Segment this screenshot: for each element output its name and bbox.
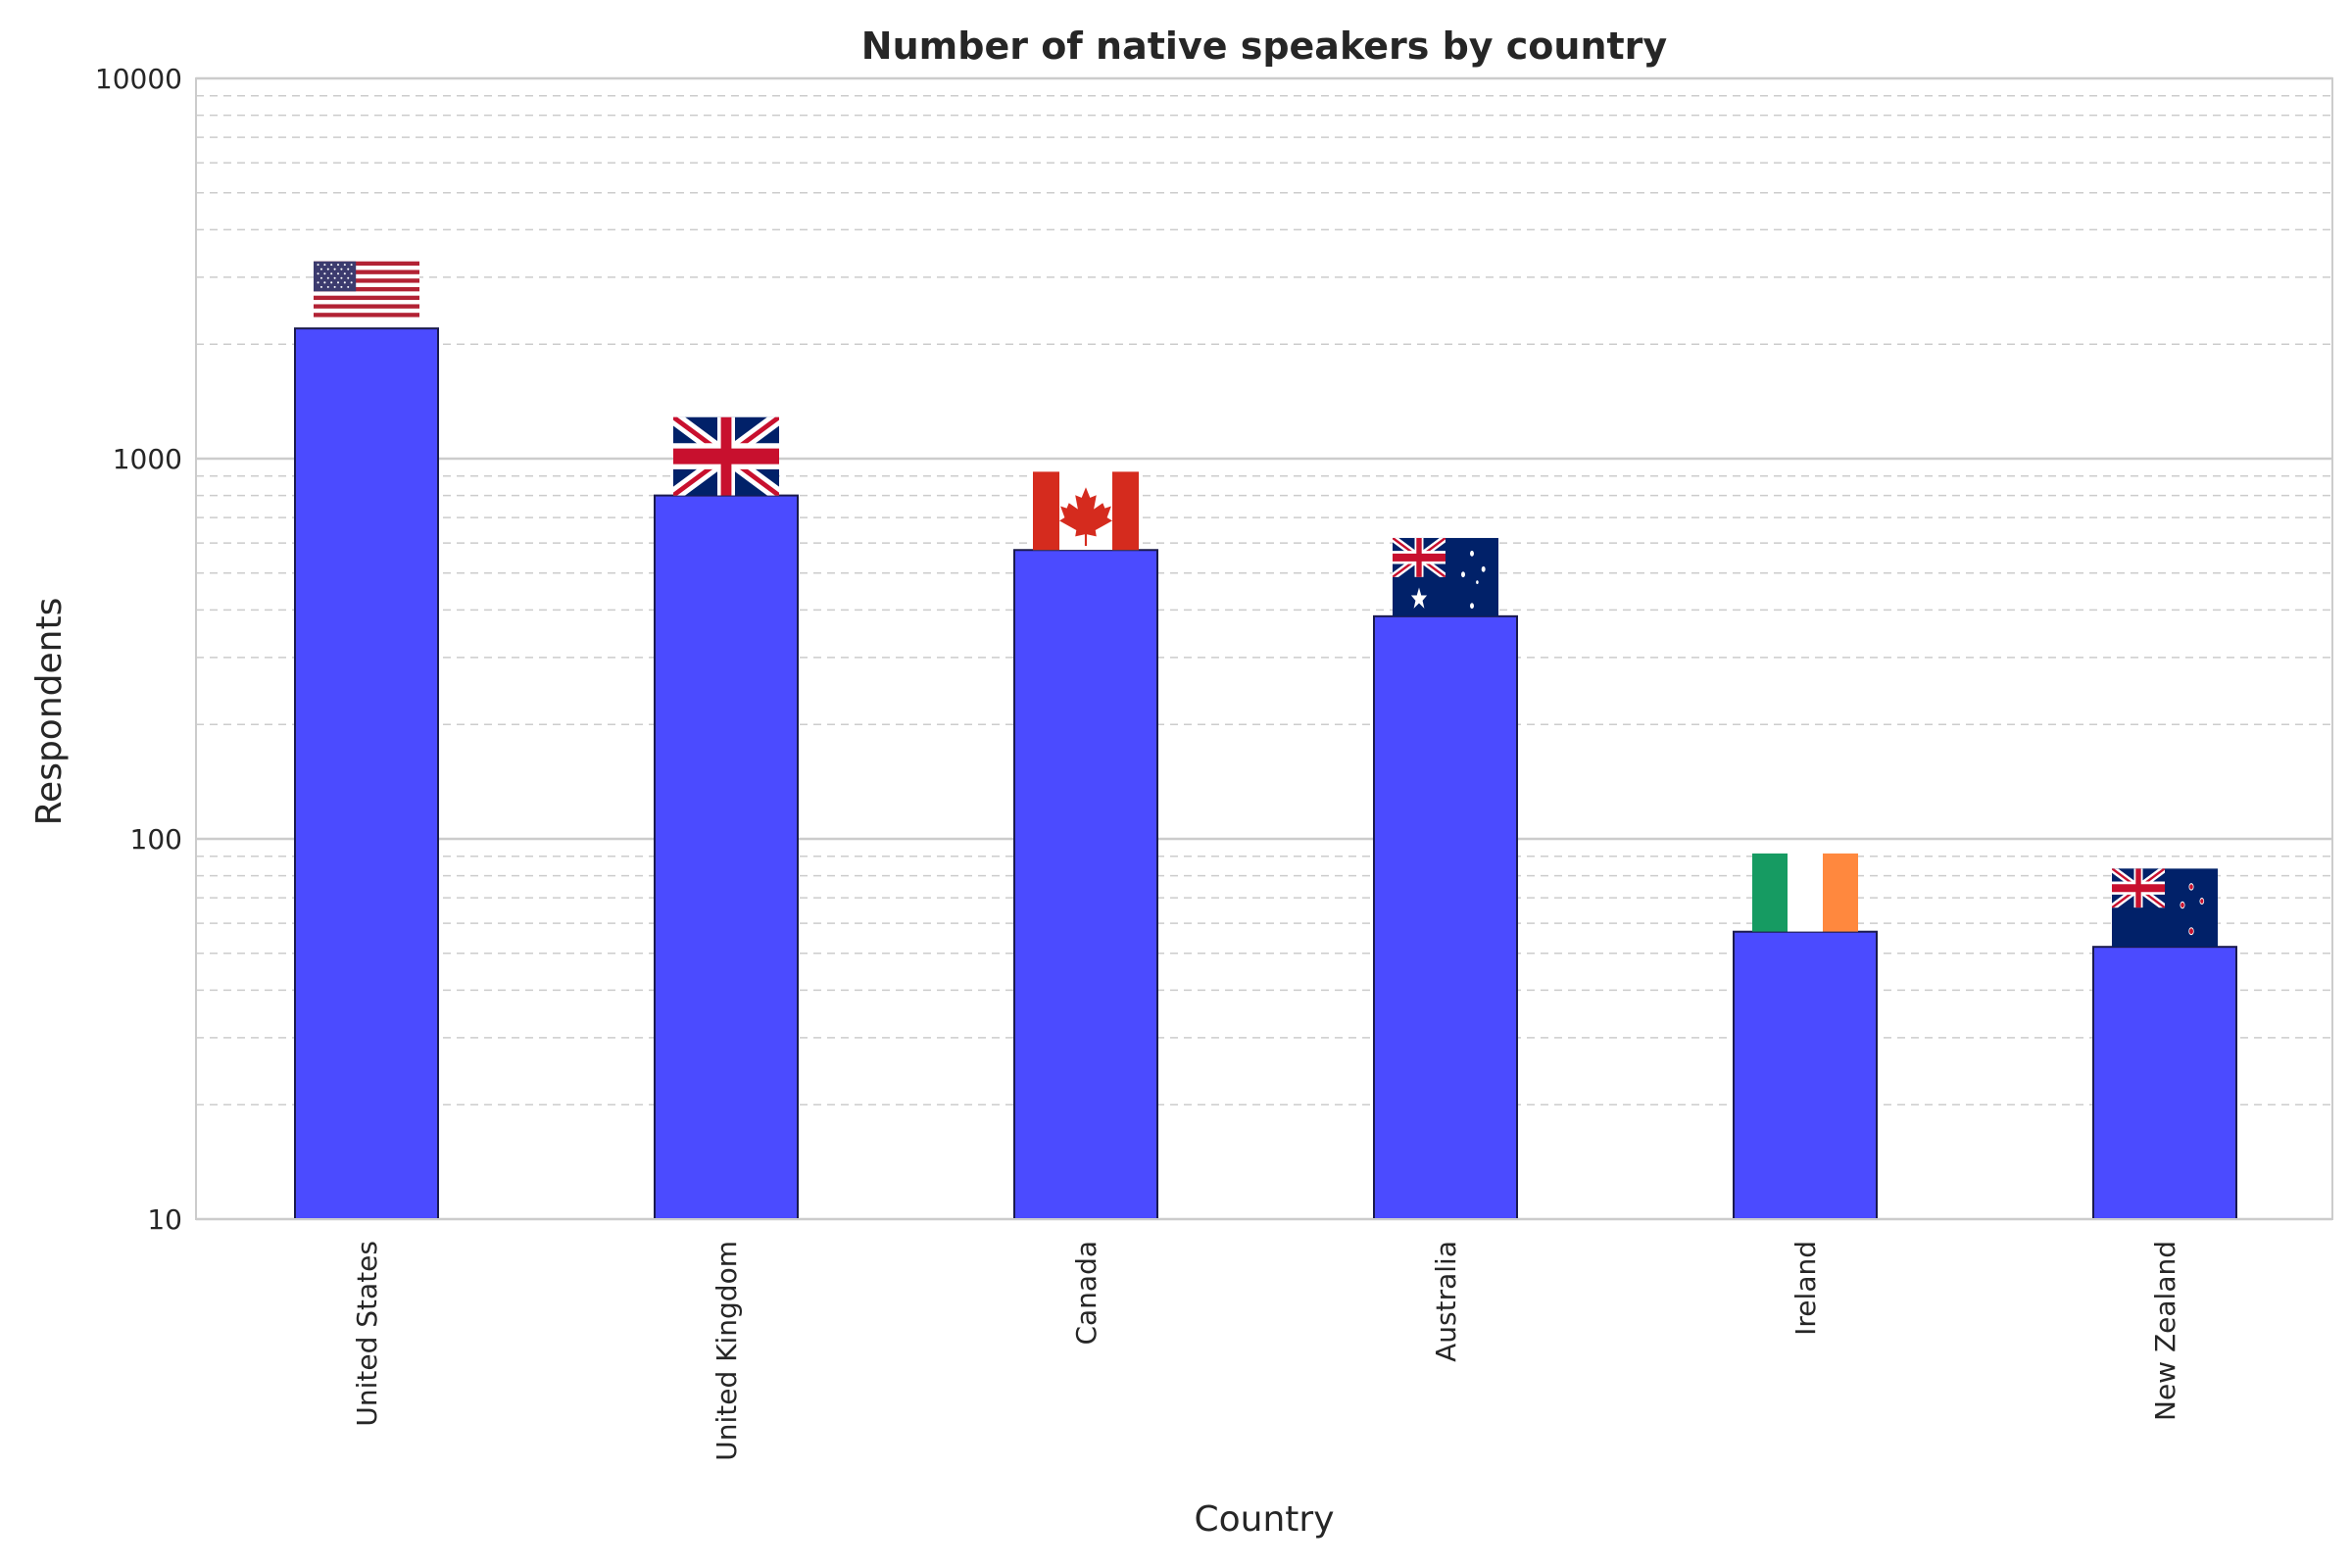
plot-frame bbox=[195, 77, 2333, 1220]
x-tick-label: United Kingdom bbox=[710, 1241, 743, 1461]
us-flag-icon bbox=[314, 261, 419, 318]
x-tick-label: Australia bbox=[1430, 1241, 1462, 1362]
canada-flag-icon bbox=[1033, 471, 1139, 551]
y-axis-label: Respondents bbox=[29, 598, 70, 826]
flags bbox=[314, 261, 2218, 947]
y-axis-ticks: 10 100 1000 10000 bbox=[95, 63, 182, 1236]
bar bbox=[294, 327, 439, 1220]
y-tick-label: 10 bbox=[147, 1203, 182, 1236]
bar bbox=[654, 494, 799, 1220]
x-axis-label: Country bbox=[1194, 1499, 1334, 1540]
x-tick-label: United States bbox=[351, 1241, 383, 1427]
australia-flag-icon bbox=[1393, 538, 1498, 616]
y-tick-label: 10000 bbox=[95, 63, 182, 95]
uk-flag-icon bbox=[673, 417, 779, 496]
chart-title: Number of native speakers by country bbox=[861, 24, 1668, 68]
bar bbox=[2092, 946, 2237, 1220]
new-zealand-flag-icon bbox=[2112, 868, 2218, 947]
x-tick-label: New Zealand bbox=[2149, 1241, 2181, 1421]
bar bbox=[1373, 614, 1518, 1220]
grid bbox=[196, 76, 2332, 1221]
y-tick-label: 100 bbox=[130, 823, 182, 856]
bar bbox=[1733, 930, 1878, 1221]
bars bbox=[294, 327, 2237, 1221]
x-tick-label: Canada bbox=[1070, 1241, 1102, 1346]
x-axis-ticks: United States United Kingdom Canada Austral… bbox=[351, 1241, 2181, 1461]
bar bbox=[1013, 549, 1158, 1220]
x-tick-label: Ireland bbox=[1789, 1241, 1822, 1336]
ireland-flag-icon bbox=[1752, 853, 1858, 932]
y-tick-label: 1000 bbox=[113, 443, 182, 475]
